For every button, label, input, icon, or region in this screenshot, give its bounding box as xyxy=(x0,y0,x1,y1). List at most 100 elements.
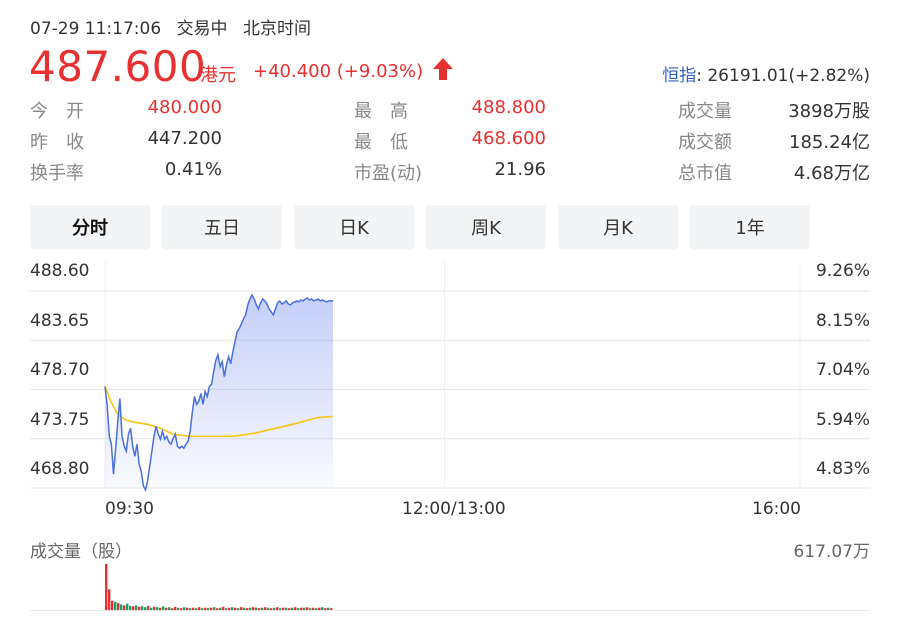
volume-bar xyxy=(231,607,234,610)
intraday-chart[interactable] xyxy=(0,250,924,619)
volume-bars xyxy=(30,564,870,611)
volume-bar xyxy=(318,607,321,610)
tab-daily-k[interactable]: 日K xyxy=(294,205,414,249)
price-area xyxy=(105,295,333,490)
volume-bar xyxy=(297,608,300,610)
low-value: 468.600 xyxy=(471,128,546,149)
volume-bar xyxy=(162,606,165,610)
volume-bar xyxy=(324,608,327,610)
volume-bar xyxy=(201,608,204,610)
volume-bar xyxy=(255,607,258,610)
index-value: : 26191.01(+2.82%) xyxy=(696,66,870,86)
turnover-rate-value: 0.41% xyxy=(164,159,222,180)
up-arrow-icon xyxy=(433,58,453,80)
volume-bar xyxy=(210,607,213,610)
volume-bar xyxy=(246,608,249,610)
volume-bar xyxy=(243,607,246,610)
x-tick-midday: 12:00/13:00 xyxy=(402,499,506,519)
open-value: 480.000 xyxy=(147,97,222,118)
volume-bar xyxy=(198,607,201,610)
volume-bar xyxy=(261,607,264,610)
prev-close-label: 昨 收 xyxy=(30,132,84,153)
quote-datetime: 07-29 11:17:06 xyxy=(30,19,162,39)
volume-bar xyxy=(180,608,183,610)
volume-bar xyxy=(117,603,120,610)
volume-bar xyxy=(171,608,174,610)
tab-five-day[interactable]: 五日 xyxy=(162,205,282,249)
y-tick-right: 5.94% xyxy=(815,410,870,430)
volume-bar xyxy=(189,608,192,610)
volume-bar xyxy=(228,607,231,610)
volume-value: 3898万股 xyxy=(788,101,870,122)
y-tick-left: 478.70 xyxy=(30,360,90,380)
y-tick-left: 488.60 xyxy=(30,261,90,281)
prev-close-value: 447.200 xyxy=(147,128,222,149)
high-value: 488.800 xyxy=(471,97,546,118)
volume-bar xyxy=(294,607,297,610)
volume-bar xyxy=(114,601,117,610)
volume-bar xyxy=(150,607,153,610)
volume-bar xyxy=(192,607,195,610)
x-tick-open: 09:30 xyxy=(105,499,154,519)
index-quote[interactable]: 恒指: 26191.01(+2.82%) xyxy=(662,61,870,86)
volume-label: 成交量 xyxy=(678,101,732,122)
volume-bar xyxy=(285,607,288,610)
volume-bar xyxy=(330,608,333,610)
volume-bar xyxy=(276,607,279,610)
volume-bar xyxy=(252,607,255,610)
volume-bar xyxy=(282,607,285,610)
tab-weekly-k[interactable]: 周K xyxy=(426,205,546,249)
volume-bar xyxy=(135,605,138,610)
volume-bar xyxy=(153,606,156,610)
volume-bar xyxy=(108,589,111,610)
volume-bar xyxy=(240,607,243,610)
pe-label: 市盈(动) xyxy=(354,163,423,184)
turnover-rate-label: 换手率 xyxy=(30,163,84,184)
volume-bar xyxy=(309,608,312,610)
volume-bar xyxy=(234,607,237,610)
y-tick-right: 8.15% xyxy=(815,311,870,331)
tab-one-year[interactable]: 1年 xyxy=(690,205,810,249)
chart-lines xyxy=(104,293,334,493)
price-line xyxy=(104,293,333,493)
volume-bar xyxy=(141,606,144,610)
volume-bar xyxy=(186,607,189,610)
volume-bar xyxy=(264,607,267,610)
volume-bar xyxy=(123,605,126,610)
volume-bar xyxy=(105,564,108,610)
volume-bar xyxy=(222,606,225,610)
tab-monthly-k[interactable]: 月K xyxy=(558,205,678,249)
tab-intraday[interactable]: 分时 xyxy=(30,205,150,249)
volume-chart-label: 成交量（股） xyxy=(30,542,132,562)
volume-bar xyxy=(168,607,171,610)
volume-bar xyxy=(138,606,141,610)
last-price: 487.600 xyxy=(29,42,207,91)
market-cap-label: 总市值 xyxy=(678,163,732,184)
y-tick-right: 9.26% xyxy=(815,261,870,281)
volume-bar xyxy=(174,606,177,610)
high-label: 最 高 xyxy=(354,101,408,122)
volume-bar xyxy=(249,607,252,610)
y-tick-left: 468.80 xyxy=(30,459,90,479)
volume-bar xyxy=(204,607,207,610)
volume-bar xyxy=(219,607,222,610)
price-change: +40.400 (+9.03%) xyxy=(253,61,424,82)
timezone-label: 北京时间 xyxy=(242,19,311,39)
volume-bar xyxy=(306,607,309,610)
volume-bar xyxy=(213,607,216,610)
volume-bar xyxy=(270,608,273,610)
volume-bar xyxy=(129,605,132,610)
index-name[interactable]: 恒指 xyxy=(662,66,697,86)
volume-bar xyxy=(159,607,162,610)
volume-bar xyxy=(237,608,240,610)
volume-bar xyxy=(303,607,306,610)
volume-bar xyxy=(147,605,150,610)
market-status: 07-29 11:17:06 交易中 北京时间 xyxy=(30,14,321,39)
volume-bar xyxy=(321,607,324,610)
average-price-line xyxy=(104,386,334,438)
amount-value: 185.24亿 xyxy=(789,132,870,153)
volume-bar xyxy=(156,607,159,610)
volume-bar xyxy=(177,607,180,610)
y-tick-left: 473.75 xyxy=(30,410,90,430)
volume-bar xyxy=(288,608,291,610)
